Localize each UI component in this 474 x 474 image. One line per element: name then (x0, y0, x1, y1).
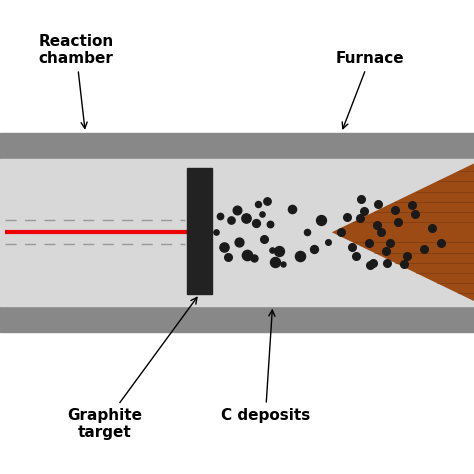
Text: Reaction
chamber: Reaction chamber (38, 34, 113, 128)
Bar (0, 133, 474, 332)
Bar (187, 168, 212, 294)
Text: Furnace: Furnace (336, 51, 404, 128)
Polygon shape (332, 161, 474, 303)
Text: Graphite
target: Graphite target (67, 297, 197, 440)
Bar (0, 159, 474, 306)
Text: C deposits: C deposits (221, 310, 310, 423)
